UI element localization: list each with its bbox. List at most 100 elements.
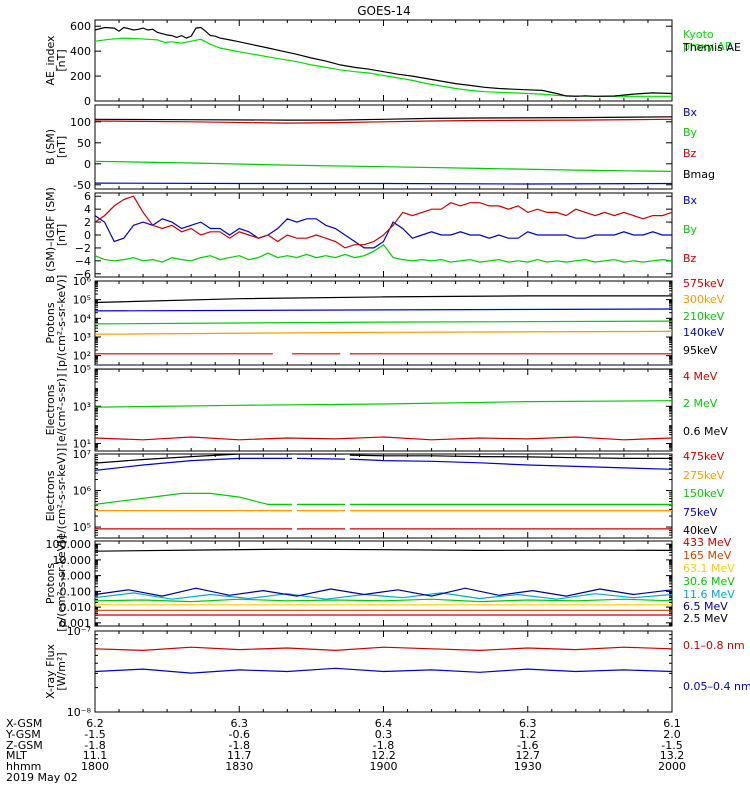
series-line <box>95 436 672 441</box>
y-tick-label: 4 <box>84 203 91 216</box>
ephemeris-value: -1.8 <box>84 739 105 752</box>
legend-label: By <box>683 126 698 139</box>
y-tick-label: 600 <box>70 20 91 33</box>
y-axis-label: [e/(cm²-s-sr-keV)] <box>55 448 68 544</box>
series-line <box>95 400 672 408</box>
y-tick-label: -50 <box>73 179 91 192</box>
ephemeris-value: -1.5 <box>661 739 682 752</box>
panel-b: -50 0 50 100 B (SM)[nT] Bx By Bz Bmag <box>44 104 715 192</box>
legend-label: 6.5 MeV <box>683 600 728 613</box>
y-tick-label: 1.000 <box>60 570 92 583</box>
y-axis-label: X-ray Flux <box>44 643 57 699</box>
y-tick-label: 10³ <box>73 331 91 344</box>
ephemeris-value: 1800 <box>81 760 109 773</box>
ephemeris-value: 2.0 <box>663 728 681 741</box>
legend-label: 140keV <box>683 326 725 339</box>
legend-label: 11.6 MeV <box>683 588 735 601</box>
y-tick-label: 50 <box>77 137 91 150</box>
legend-label: 210keV <box>683 310 725 323</box>
y-tick-label: 10⁷ <box>73 448 91 461</box>
legend-label: 63.1 MeV <box>683 562 735 575</box>
legend-label: 433 MeV <box>683 536 732 549</box>
series-line <box>95 457 293 471</box>
legend-label: 475keV <box>683 450 725 463</box>
y-axis-label: Electrons <box>44 384 57 435</box>
ephemeris-value: 2000 <box>658 760 686 773</box>
y-axis-label: Protons <box>44 302 57 343</box>
y-tick-label: 0 <box>84 229 91 242</box>
series-line <box>95 330 672 335</box>
legend-label: 575keV <box>683 277 725 290</box>
ephemeris-value: 1900 <box>370 760 398 773</box>
series-line <box>95 492 293 505</box>
ephemeris-value: 6.3 <box>519 717 537 730</box>
panel-xray: 10⁻⁸ 10⁻⁷ X-ray Flux[W/m²] 0.1–0.8 nm 0.05–0… <box>44 625 750 719</box>
ephemeris-value: 13.2 <box>660 749 685 762</box>
legend-label: 4 MeV <box>683 370 718 383</box>
ephemeris-value: -1.6 <box>517 739 538 752</box>
y-tick-label: −6 <box>75 268 91 281</box>
series-line <box>95 598 672 603</box>
ephemeris-value: 11.1 <box>83 749 108 762</box>
series-line <box>95 243 672 263</box>
panel-frame <box>94 19 673 102</box>
y-tick-label: 0 <box>84 158 91 171</box>
y-tick-label: 100 <box>70 116 91 129</box>
panel-frame <box>94 540 673 627</box>
legend-label: 150keV <box>683 487 725 500</box>
ephemeris-value: -1.8 <box>373 739 394 752</box>
y-tick-label: 6 <box>84 190 91 203</box>
legend-label: proxy AE <box>683 40 732 53</box>
y-tick-label: 10⁴ <box>73 312 92 325</box>
y-tick-label: 10⁶ <box>73 275 92 288</box>
panel-protons: 10² 10³ 10⁴ 10⁵ 10⁶ Protons[p/(cm²-s-sr-keV)]… <box>44 275 725 372</box>
series-line <box>95 295 672 304</box>
y-tick-label: 10⁵ <box>73 294 91 307</box>
y-tick-label: 0.010 <box>60 601 92 614</box>
y-tick-label: 0.001 <box>60 617 92 630</box>
series-line <box>95 548 672 552</box>
y-tick-label: 10³ <box>73 400 91 413</box>
legend-label: 2.5 MeV <box>683 612 728 625</box>
ephemeris-row-label: Y-GSM <box>5 728 41 741</box>
y-axis-label: B (SM)–IGRF (SM) <box>44 187 57 283</box>
y-tick-label: 400 <box>70 45 91 58</box>
y-axis-label: [nT] <box>55 136 68 158</box>
ephemeris-value: -1.5 <box>84 728 105 741</box>
series-line <box>95 454 293 464</box>
legend-label: Bx <box>683 194 698 207</box>
series-line <box>296 457 346 460</box>
ephemeris-value: 1.2 <box>519 728 537 741</box>
y-axis-label: [e/(cm²-s-sr)] <box>55 374 68 447</box>
series-line <box>95 646 672 652</box>
legend-label: 30.6 MeV <box>683 575 735 588</box>
series-line <box>95 308 672 312</box>
series-line <box>95 592 672 600</box>
y-tick-label: 10⁵ <box>73 363 91 376</box>
ephemeris-value: 6.4 <box>375 717 393 730</box>
y-tick-label: 10² <box>73 350 91 363</box>
y-tick-label: 10⁻⁸ <box>67 706 92 719</box>
ephemeris-value: 12.7 <box>516 749 541 762</box>
y-axis-label: B (SM) <box>44 129 57 165</box>
legend-label: Themis AE <box>682 41 741 54</box>
y-axis-label: [p/(cm²-s-sr-keV)] <box>55 275 68 372</box>
legend-label: 0.05–0.4 nm <box>683 680 750 693</box>
ephemeris-row-label: MLT <box>6 749 27 762</box>
y-tick-label: −2 <box>75 242 91 255</box>
ephemeris-value: -1.8 <box>229 739 250 752</box>
y-axis-label: [nT] <box>55 49 68 71</box>
series-line <box>95 182 672 185</box>
series-line <box>95 26 672 97</box>
legend-label: Bmag <box>683 168 715 181</box>
y-axis-label: Electrons <box>44 470 57 521</box>
panel-electrons_kev: 10⁵ 10⁶ 10⁷ Electrons[e/(cm²-s-sr-keV)] 475k… <box>44 448 725 544</box>
figure-title: GOES-14 <box>357 4 411 18</box>
series-line <box>95 160 672 172</box>
y-tick-label: 10⁶ <box>73 485 92 498</box>
legend-label: 40keV <box>683 524 718 537</box>
legend-label: 275keV <box>683 469 725 482</box>
